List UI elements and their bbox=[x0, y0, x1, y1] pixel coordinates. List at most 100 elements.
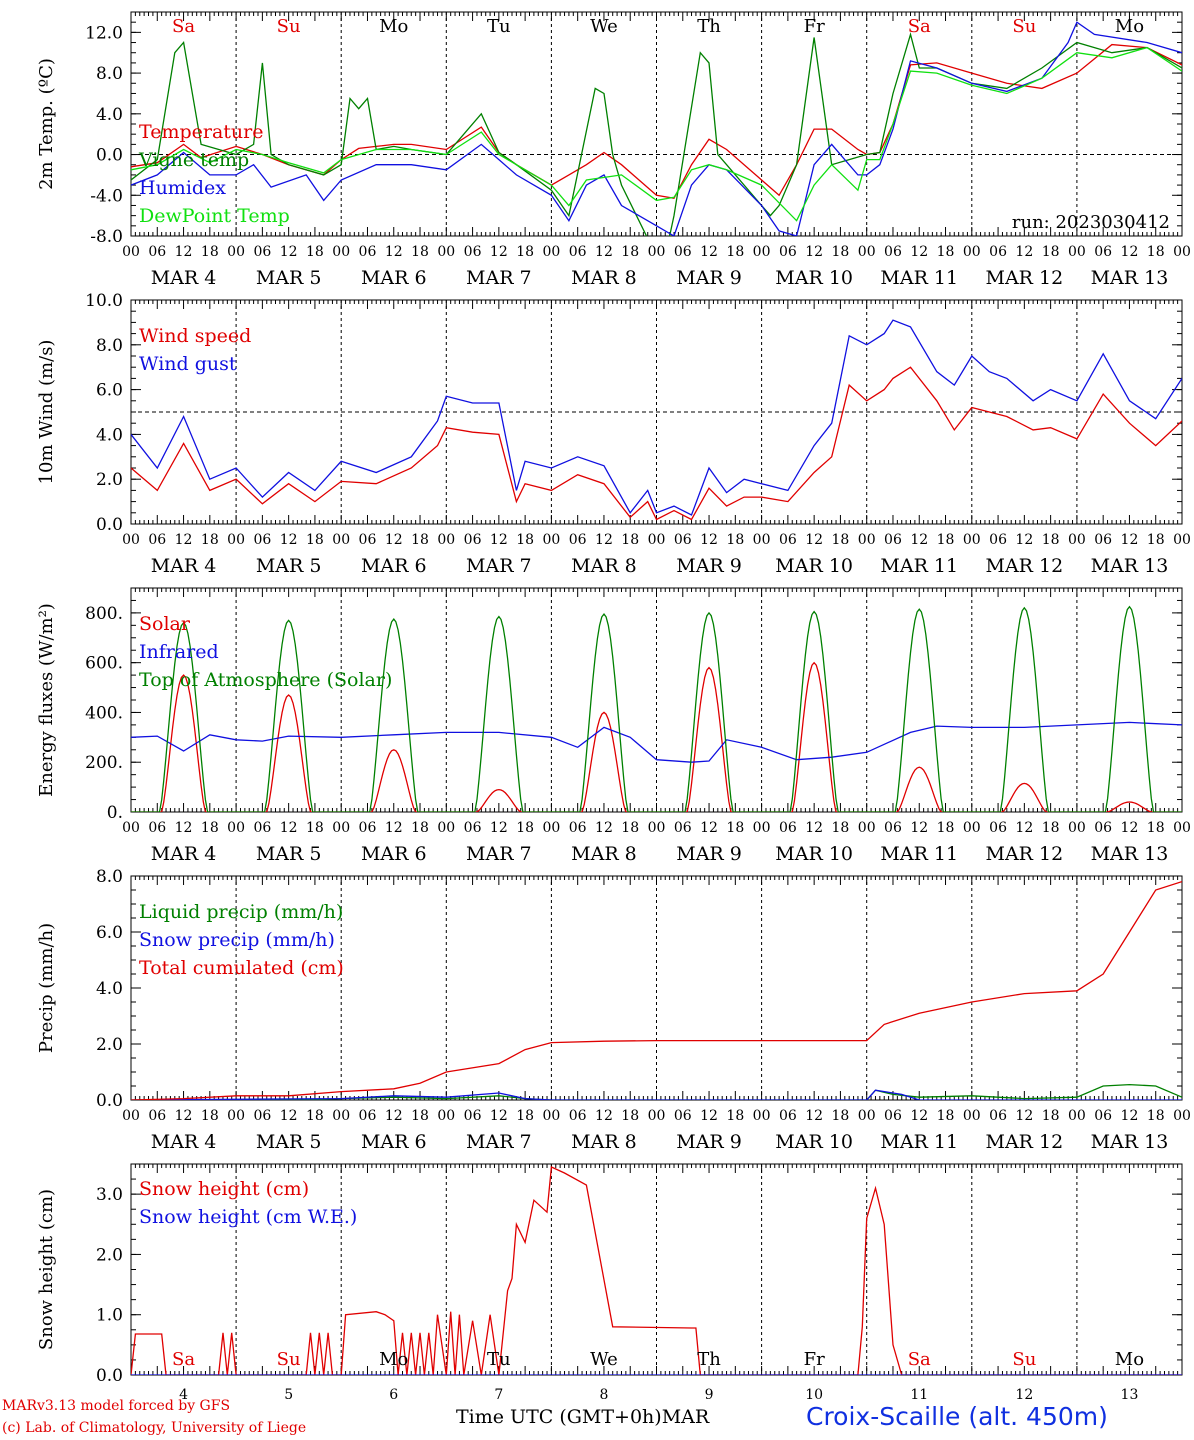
hour-label: 18 bbox=[832, 820, 850, 836]
plot-frame bbox=[130, 587, 1183, 813]
day-number-label: 9 bbox=[705, 1387, 714, 1403]
y-tick-label: 1.0 bbox=[96, 1306, 123, 1326]
hour-label: 00 bbox=[542, 244, 560, 260]
date-label: MAR 8 bbox=[571, 843, 637, 865]
y-tick-label: 200. bbox=[85, 753, 123, 773]
hour-label: 12 bbox=[385, 820, 403, 836]
date-label: MAR 7 bbox=[466, 555, 532, 577]
hour-label: 18 bbox=[726, 244, 744, 260]
y-axis-label: Precip (mm/h) bbox=[36, 923, 57, 1053]
hour-label: 00 bbox=[858, 532, 876, 548]
date-label: MAR 12 bbox=[985, 267, 1063, 289]
hour-label: 06 bbox=[359, 1108, 377, 1124]
hour-label: 00 bbox=[1173, 244, 1191, 260]
hour-label: 06 bbox=[464, 820, 482, 836]
hour-label: 06 bbox=[253, 1108, 271, 1124]
hour-label: 12 bbox=[1015, 532, 1033, 548]
hour-label: 00 bbox=[1068, 244, 1086, 260]
hour-label: 06 bbox=[148, 1108, 166, 1124]
hour-label: 00 bbox=[1068, 532, 1086, 548]
hour-label: 18 bbox=[832, 1108, 850, 1124]
hour-label: 06 bbox=[779, 244, 797, 260]
hour-label: 18 bbox=[306, 532, 324, 548]
series-infrared bbox=[131, 721, 1182, 763]
hour-label: 06 bbox=[569, 1108, 587, 1124]
hour-label: 06 bbox=[148, 532, 166, 548]
hour-label: 12 bbox=[805, 532, 823, 548]
y-tick-label: 4.0 bbox=[96, 979, 123, 999]
hour-label: 12 bbox=[595, 532, 613, 548]
date-label: MAR 13 bbox=[1091, 267, 1169, 289]
y-tick-label: 0. bbox=[107, 803, 123, 823]
hour-label: 12 bbox=[1121, 532, 1139, 548]
hour-label: 12 bbox=[490, 244, 508, 260]
date-label: MAR 10 bbox=[775, 843, 853, 865]
day-number-label: 7 bbox=[494, 1387, 503, 1403]
hour-label: 06 bbox=[569, 820, 587, 836]
hour-label: 12 bbox=[700, 1108, 718, 1124]
hour-label: 00 bbox=[963, 820, 981, 836]
legend-entry: Temperature bbox=[139, 121, 263, 143]
day-number-label: 13 bbox=[1121, 1387, 1139, 1403]
day-number-label: 8 bbox=[599, 1387, 608, 1403]
hour-label: 18 bbox=[937, 820, 955, 836]
hour-label: 12 bbox=[280, 820, 298, 836]
series-temperature bbox=[131, 43, 1182, 200]
legend-entry: DewPoint Temp bbox=[139, 205, 290, 227]
y-tick-label: 400. bbox=[85, 703, 123, 723]
x-axis-title: Time UTC (GMT+0h) bbox=[456, 1406, 662, 1428]
y-tick-label: 2.0 bbox=[96, 1035, 123, 1055]
hour-label: 18 bbox=[1147, 820, 1165, 836]
weekday-label: Tu bbox=[487, 16, 511, 37]
date-label: MAR 9 bbox=[676, 843, 742, 865]
weekday-label: Mo bbox=[379, 1349, 408, 1370]
legend-entry: Snow height (cm) bbox=[139, 1178, 309, 1200]
hour-label: 00 bbox=[753, 244, 771, 260]
y-axis-label: 2m Temp. (ºC) bbox=[36, 58, 57, 190]
day-number-label: 12 bbox=[1015, 1387, 1033, 1403]
hour-label: 12 bbox=[175, 820, 193, 836]
hour-label: 18 bbox=[832, 532, 850, 548]
weekday-label: Sa bbox=[172, 16, 195, 37]
y-tick-label: 8.0 bbox=[96, 336, 123, 356]
y-axis-label: Snow height (cm) bbox=[36, 1189, 57, 1350]
hour-label: 06 bbox=[253, 820, 271, 836]
date-label: MAR 12 bbox=[985, 555, 1063, 577]
hour-label: 06 bbox=[253, 244, 271, 260]
hour-label: 18 bbox=[306, 1108, 324, 1124]
day-number-label: 10 bbox=[805, 1387, 823, 1403]
hour-label: 00 bbox=[332, 820, 350, 836]
day-number-label: 5 bbox=[284, 1387, 293, 1403]
hour-label: 06 bbox=[779, 820, 797, 836]
hour-label: 18 bbox=[937, 1108, 955, 1124]
date-label: MAR 11 bbox=[880, 1131, 958, 1153]
hour-label: 00 bbox=[332, 532, 350, 548]
weekday-label: Sa bbox=[908, 1349, 931, 1370]
panel-5 bbox=[130, 1163, 1183, 1376]
hour-label: 06 bbox=[359, 244, 377, 260]
hour-label: 18 bbox=[201, 244, 219, 260]
hour-label: 06 bbox=[464, 1108, 482, 1124]
hour-label: 06 bbox=[1094, 532, 1112, 548]
weekday-label: Sa bbox=[172, 1349, 195, 1370]
date-label: MAR 7 bbox=[466, 843, 532, 865]
hour-label: 06 bbox=[464, 244, 482, 260]
panel-4 bbox=[130, 875, 1183, 1101]
hour-label: 00 bbox=[753, 1108, 771, 1124]
hour-label: 06 bbox=[359, 820, 377, 836]
hour-label: 06 bbox=[989, 244, 1007, 260]
hour-label: 18 bbox=[1042, 244, 1060, 260]
legend-entry: Snow precip (mm/h) bbox=[139, 929, 335, 951]
hour-label: 00 bbox=[753, 820, 771, 836]
hour-label: 00 bbox=[437, 244, 455, 260]
date-label: MAR 13 bbox=[1091, 843, 1169, 865]
y-tick-label: -8.0 bbox=[90, 227, 123, 247]
hour-label: 18 bbox=[937, 244, 955, 260]
hour-label: 06 bbox=[674, 532, 692, 548]
legend-entry: Infrared bbox=[139, 641, 219, 663]
plot-frame bbox=[130, 11, 1183, 237]
y-tick-label: 10.0 bbox=[85, 291, 123, 311]
series-humidex bbox=[131, 21, 1182, 236]
hour-label: 00 bbox=[753, 532, 771, 548]
